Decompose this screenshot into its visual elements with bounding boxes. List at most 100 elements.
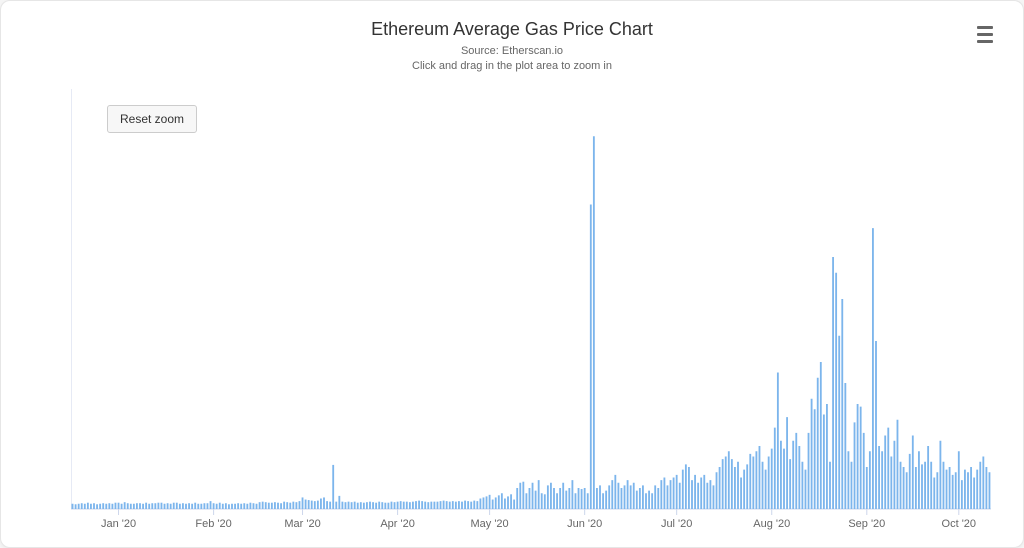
bar[interactable]	[792, 441, 794, 509]
bar[interactable]	[682, 470, 684, 509]
bar[interactable]	[173, 503, 175, 509]
bar[interactable]	[829, 462, 831, 509]
bar[interactable]	[289, 503, 291, 509]
bar[interactable]	[127, 503, 129, 509]
bar[interactable]	[906, 472, 908, 509]
bar[interactable]	[164, 504, 166, 509]
bar[interactable]	[369, 502, 371, 509]
bar[interactable]	[651, 493, 653, 509]
bar[interactable]	[102, 503, 104, 509]
bar[interactable]	[378, 502, 380, 509]
bar[interactable]	[332, 465, 334, 509]
bar[interactable]	[452, 501, 454, 509]
bar[interactable]	[341, 502, 343, 509]
bar[interactable]	[525, 493, 527, 509]
bar[interactable]	[765, 470, 767, 509]
bar[interactable]	[706, 483, 708, 509]
bar[interactable]	[808, 433, 810, 509]
bar[interactable]	[486, 496, 488, 509]
bar[interactable]	[562, 483, 564, 509]
bar[interactable]	[544, 494, 546, 509]
bar[interactable]	[565, 491, 567, 509]
bar[interactable]	[869, 451, 871, 509]
bar[interactable]	[274, 502, 276, 509]
bar[interactable]	[728, 451, 730, 509]
bar[interactable]	[118, 503, 120, 509]
bar[interactable]	[105, 504, 107, 509]
bar[interactable]	[357, 503, 359, 509]
bar[interactable]	[142, 504, 144, 509]
bar[interactable]	[176, 503, 178, 509]
bar[interactable]	[755, 451, 757, 509]
bar[interactable]	[982, 457, 984, 510]
bar[interactable]	[946, 470, 948, 509]
bar[interactable]	[743, 470, 745, 509]
bar[interactable]	[590, 205, 592, 510]
bar[interactable]	[915, 467, 917, 509]
bar[interactable]	[271, 503, 273, 509]
bar[interactable]	[943, 462, 945, 509]
bar[interactable]	[84, 504, 86, 509]
bar[interactable]	[890, 457, 892, 510]
bar[interactable]	[955, 472, 957, 509]
bar[interactable]	[363, 503, 365, 509]
bar[interactable]	[759, 446, 761, 509]
bar[interactable]	[642, 485, 644, 509]
bar[interactable]	[863, 433, 865, 509]
bar[interactable]	[326, 501, 328, 509]
bar[interactable]	[550, 483, 552, 509]
chart-menu-button[interactable]	[973, 23, 997, 45]
bar[interactable]	[479, 499, 481, 510]
bar[interactable]	[397, 502, 399, 509]
bar[interactable]	[498, 495, 500, 509]
bar[interactable]	[786, 417, 788, 509]
bar[interactable]	[630, 485, 632, 509]
bar[interactable]	[832, 257, 834, 509]
bar[interactable]	[317, 501, 319, 509]
bar[interactable]	[979, 462, 981, 509]
bar[interactable]	[581, 489, 583, 509]
bar[interactable]	[191, 504, 193, 509]
bar[interactable]	[182, 503, 184, 509]
bar[interactable]	[679, 483, 681, 509]
bar[interactable]	[872, 228, 874, 509]
bar[interactable]	[170, 504, 172, 509]
bar[interactable]	[394, 502, 396, 509]
bar[interactable]	[703, 475, 705, 509]
bar[interactable]	[430, 502, 432, 509]
bar[interactable]	[903, 467, 905, 509]
bar[interactable]	[427, 502, 429, 509]
bar[interactable]	[492, 500, 494, 509]
bar[interactable]	[857, 404, 859, 509]
bar[interactable]	[930, 462, 932, 509]
bar[interactable]	[654, 485, 656, 509]
bar[interactable]	[568, 488, 570, 509]
bar[interactable]	[99, 504, 101, 509]
bar[interactable]	[345, 502, 347, 509]
bar[interactable]	[194, 503, 196, 509]
bar[interactable]	[657, 488, 659, 509]
bar[interactable]	[507, 496, 509, 509]
bar[interactable]	[614, 475, 616, 509]
bar[interactable]	[283, 502, 285, 509]
bar[interactable]	[311, 501, 313, 509]
bar[interactable]	[976, 470, 978, 509]
bar[interactable]	[734, 467, 736, 509]
bar[interactable]	[617, 483, 619, 509]
bar[interactable]	[725, 457, 727, 510]
bar[interactable]	[700, 478, 702, 510]
bar[interactable]	[133, 504, 135, 509]
bar[interactable]	[121, 504, 123, 509]
bar[interactable]	[811, 399, 813, 509]
bar[interactable]	[897, 420, 899, 509]
bar[interactable]	[323, 497, 325, 509]
bar[interactable]	[400, 501, 402, 509]
bar[interactable]	[599, 485, 601, 509]
bar[interactable]	[449, 502, 451, 509]
bar[interactable]	[795, 433, 797, 509]
bar[interactable]	[985, 467, 987, 509]
bar[interactable]	[234, 504, 236, 509]
bar[interactable]	[249, 503, 251, 509]
bar[interactable]	[685, 464, 687, 509]
bar[interactable]	[918, 451, 920, 509]
